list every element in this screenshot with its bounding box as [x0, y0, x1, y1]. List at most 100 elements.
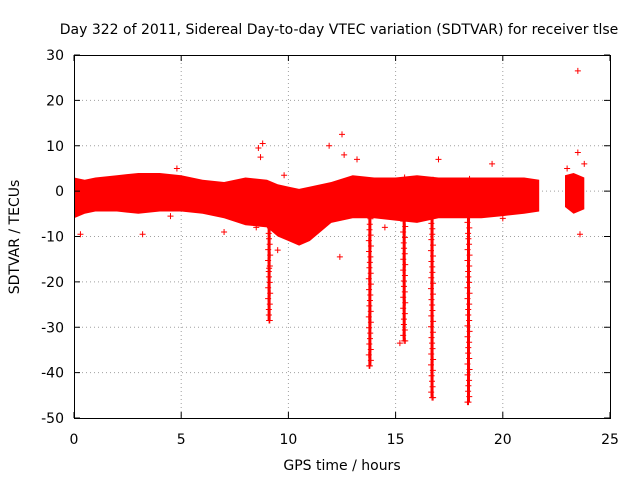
spike-marker: [367, 357, 374, 364]
spike-marker: [464, 333, 471, 340]
gridlines: [74, 55, 610, 418]
spike-marker: [466, 175, 473, 182]
spike-marker: [400, 201, 407, 208]
spike-marker: [402, 185, 409, 192]
spike-marker: [265, 192, 272, 199]
spike-min-marker: [266, 317, 273, 324]
spike-min-marker: [429, 394, 436, 401]
spike-marker: [365, 199, 372, 206]
outlier-point: [326, 142, 333, 149]
outlier-point: [576, 231, 583, 238]
spike-marker: [429, 378, 436, 385]
y-tick-label: -40: [41, 366, 64, 382]
spike-marker: [464, 361, 471, 368]
outlier-point: [266, 265, 273, 272]
spike-marker: [428, 372, 435, 379]
outlier-point: [435, 156, 442, 163]
spike-marker: [464, 322, 471, 329]
spike-marker: [401, 288, 408, 295]
spike-min-marker: [366, 362, 373, 369]
spike-marker: [265, 208, 272, 215]
outlier-point: [255, 145, 262, 152]
spike-marker: [428, 296, 435, 303]
spike-marker: [400, 218, 407, 225]
spike-marker: [266, 241, 273, 248]
spike-marker: [428, 198, 435, 205]
spike-marker: [366, 248, 373, 255]
spike-marker: [465, 197, 472, 204]
spike-marker: [367, 253, 374, 260]
spike-marker: [429, 345, 436, 352]
spike-marker: [430, 176, 437, 183]
spike-marker: [430, 356, 437, 363]
outlier-point: [139, 231, 146, 238]
y-tick-label: -50: [41, 411, 64, 427]
spike-marker: [428, 258, 435, 265]
spike-marker: [401, 174, 408, 181]
y-tick-label: -10: [41, 230, 64, 246]
spike-marker: [465, 235, 472, 242]
x-tick-label: 10: [279, 432, 297, 448]
spike-marker: [466, 377, 473, 384]
spike-marker: [464, 257, 471, 264]
x-tick-label: 0: [70, 432, 79, 448]
x-tick-label: 20: [494, 432, 512, 448]
spike-marker: [402, 299, 409, 306]
spike-marker: [429, 231, 436, 238]
spike-marker: [429, 302, 436, 309]
spike-marker: [466, 355, 473, 362]
spike-marker: [367, 308, 374, 315]
spike-marker: [365, 313, 372, 320]
outlier-point: [274, 247, 281, 254]
spike-marker: [428, 361, 435, 368]
spike-marker: [427, 285, 434, 292]
spike-marker: [400, 239, 407, 246]
y-tick-label: -20: [41, 275, 64, 291]
spike-marker: [429, 329, 436, 336]
outlier-point: [253, 224, 260, 231]
y-tick-label: 10: [46, 139, 64, 155]
spike-marker: [267, 213, 274, 220]
spike-marker: [464, 246, 471, 253]
spike-marker: [265, 181, 272, 188]
spike-marker: [400, 267, 407, 274]
spike-marker: [366, 259, 373, 266]
spike-marker: [265, 257, 272, 264]
outlier-point: [499, 215, 506, 222]
spike-marker: [366, 341, 373, 348]
outlier-point: [381, 224, 388, 231]
spike-marker: [428, 351, 435, 358]
spike-marker: [465, 311, 472, 318]
outlier-point: [489, 160, 496, 167]
spike-marker: [402, 261, 409, 268]
spike-marker: [429, 253, 436, 260]
spike-marker: [466, 186, 473, 193]
spike-marker: [266, 235, 273, 242]
outlier-point: [564, 165, 571, 172]
spike-marker: [367, 215, 374, 222]
chart-title: Day 322 of 2011, Sidereal Day-to-day VTE…: [60, 22, 619, 38]
spike-marker: [465, 268, 472, 275]
spike-marker: [366, 188, 373, 195]
spike-marker: [427, 247, 434, 254]
spike-marker: [265, 295, 272, 302]
spike-marker: [367, 330, 374, 337]
spike-marker: [429, 291, 436, 298]
spike-marker: [430, 242, 437, 249]
spike-marker: [401, 326, 408, 333]
scatter-points: [77, 67, 588, 347]
spike-marker: [365, 275, 372, 282]
outlier-point: [77, 231, 84, 238]
spike-marker: [366, 335, 373, 342]
spike-marker: [429, 225, 436, 232]
spike-marker: [465, 382, 472, 389]
spike-marker: [428, 312, 435, 319]
y-tick-label: 0: [55, 184, 64, 200]
x-tick-labels: 0 5 10 15 20 25: [70, 432, 619, 448]
spike-marker: [465, 203, 472, 210]
spike-marker: [464, 219, 471, 226]
spike-marker: [400, 283, 407, 290]
spike-marker: [428, 389, 435, 396]
spike-marker: [400, 332, 407, 339]
spike-marker: [465, 388, 472, 395]
